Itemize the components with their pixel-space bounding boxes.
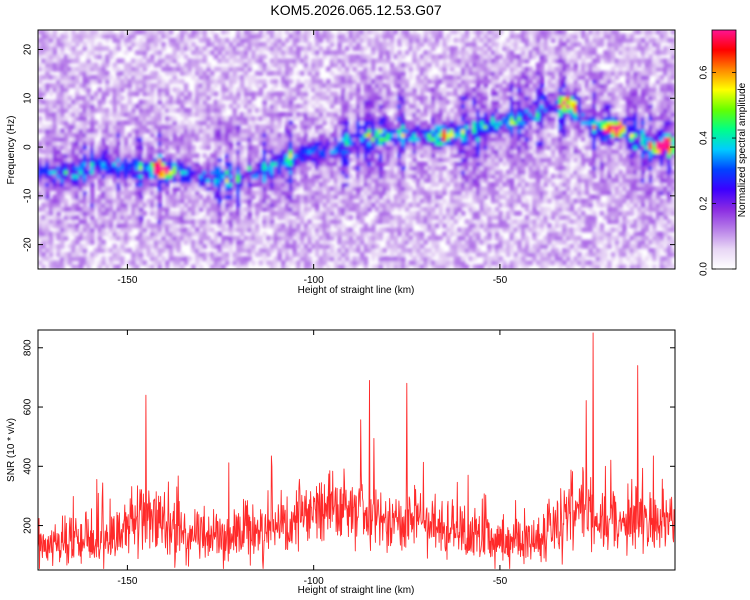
snr-x-tick-label: -50 (493, 576, 508, 587)
spectrogram-frame (37, 29, 676, 270)
spectrogram-panel: -150 -100 -50 20 10 0 -10 -20 Height of straig… (6, 29, 676, 296)
colorbar-tick-label: 0.6 (699, 65, 710, 79)
colorbar-gradient (711, 29, 737, 270)
colorbar-ticks: 0.0 0.2 0.4 0.6 (699, 65, 736, 276)
snr-y-ticks: 200 400 600 800 (23, 339, 675, 534)
snr-x-tick-label: -150 (117, 576, 137, 587)
spectrogram-y-tick-label: -10 (23, 188, 34, 203)
snr-panel: -150 -100 -50 200 400 600 800 Height of strai… (6, 329, 676, 596)
snr-frame (37, 329, 676, 571)
spectrogram-y-tick-label: -20 (23, 237, 34, 252)
snr-x-ticks: -150 -100 -50 (117, 330, 508, 587)
spectrogram-y-tick-label: 0 (23, 144, 34, 150)
spectrogram-y-tick-label: 20 (23, 44, 34, 56)
colorbar-tick-label: 0.4 (699, 131, 710, 145)
spectrogram-x-tick-label: -50 (493, 275, 508, 286)
colorbar: 0.0 0.2 0.4 0.6 Normalized spectral amplitu… (699, 29, 748, 276)
spectrogram-y-ticks: 20 10 0 -10 -20 (23, 44, 675, 252)
colorbar-tick-label: 0.0 (699, 262, 710, 276)
spectrogram-x-ticks: -150 -100 -50 (117, 30, 508, 286)
colorbar-tick-label: 0.2 (699, 196, 710, 210)
colorbar-label: Normalized spectral amplitude (737, 82, 748, 217)
snr-y-tick-label: 800 (23, 339, 34, 356)
spectrogram-y-label: Frequency (Hz) (6, 116, 17, 185)
spectrogram-x-label: Height of straight line (km) (298, 285, 415, 296)
snr-y-tick-label: 200 (23, 517, 34, 534)
snr-x-label: Height of straight line (km) (298, 585, 415, 596)
spectrogram-heatmap (38, 30, 675, 269)
spectrogram-x-tick-label: -150 (117, 275, 137, 286)
spectrogram-y-tick-label: 10 (23, 92, 34, 104)
snr-x-tick-label: -100 (304, 576, 324, 587)
snr-series-line (38, 332, 675, 569)
snr-y-tick-label: 600 (23, 398, 34, 415)
snr-y-tick-label: 400 (23, 458, 34, 475)
figure-title: KOM5.2026.065.12.53.G07 (270, 2, 441, 18)
snr-y-label: SNR (10 * v/v) (6, 418, 17, 482)
spectrogram-x-tick-label: -100 (304, 275, 324, 286)
